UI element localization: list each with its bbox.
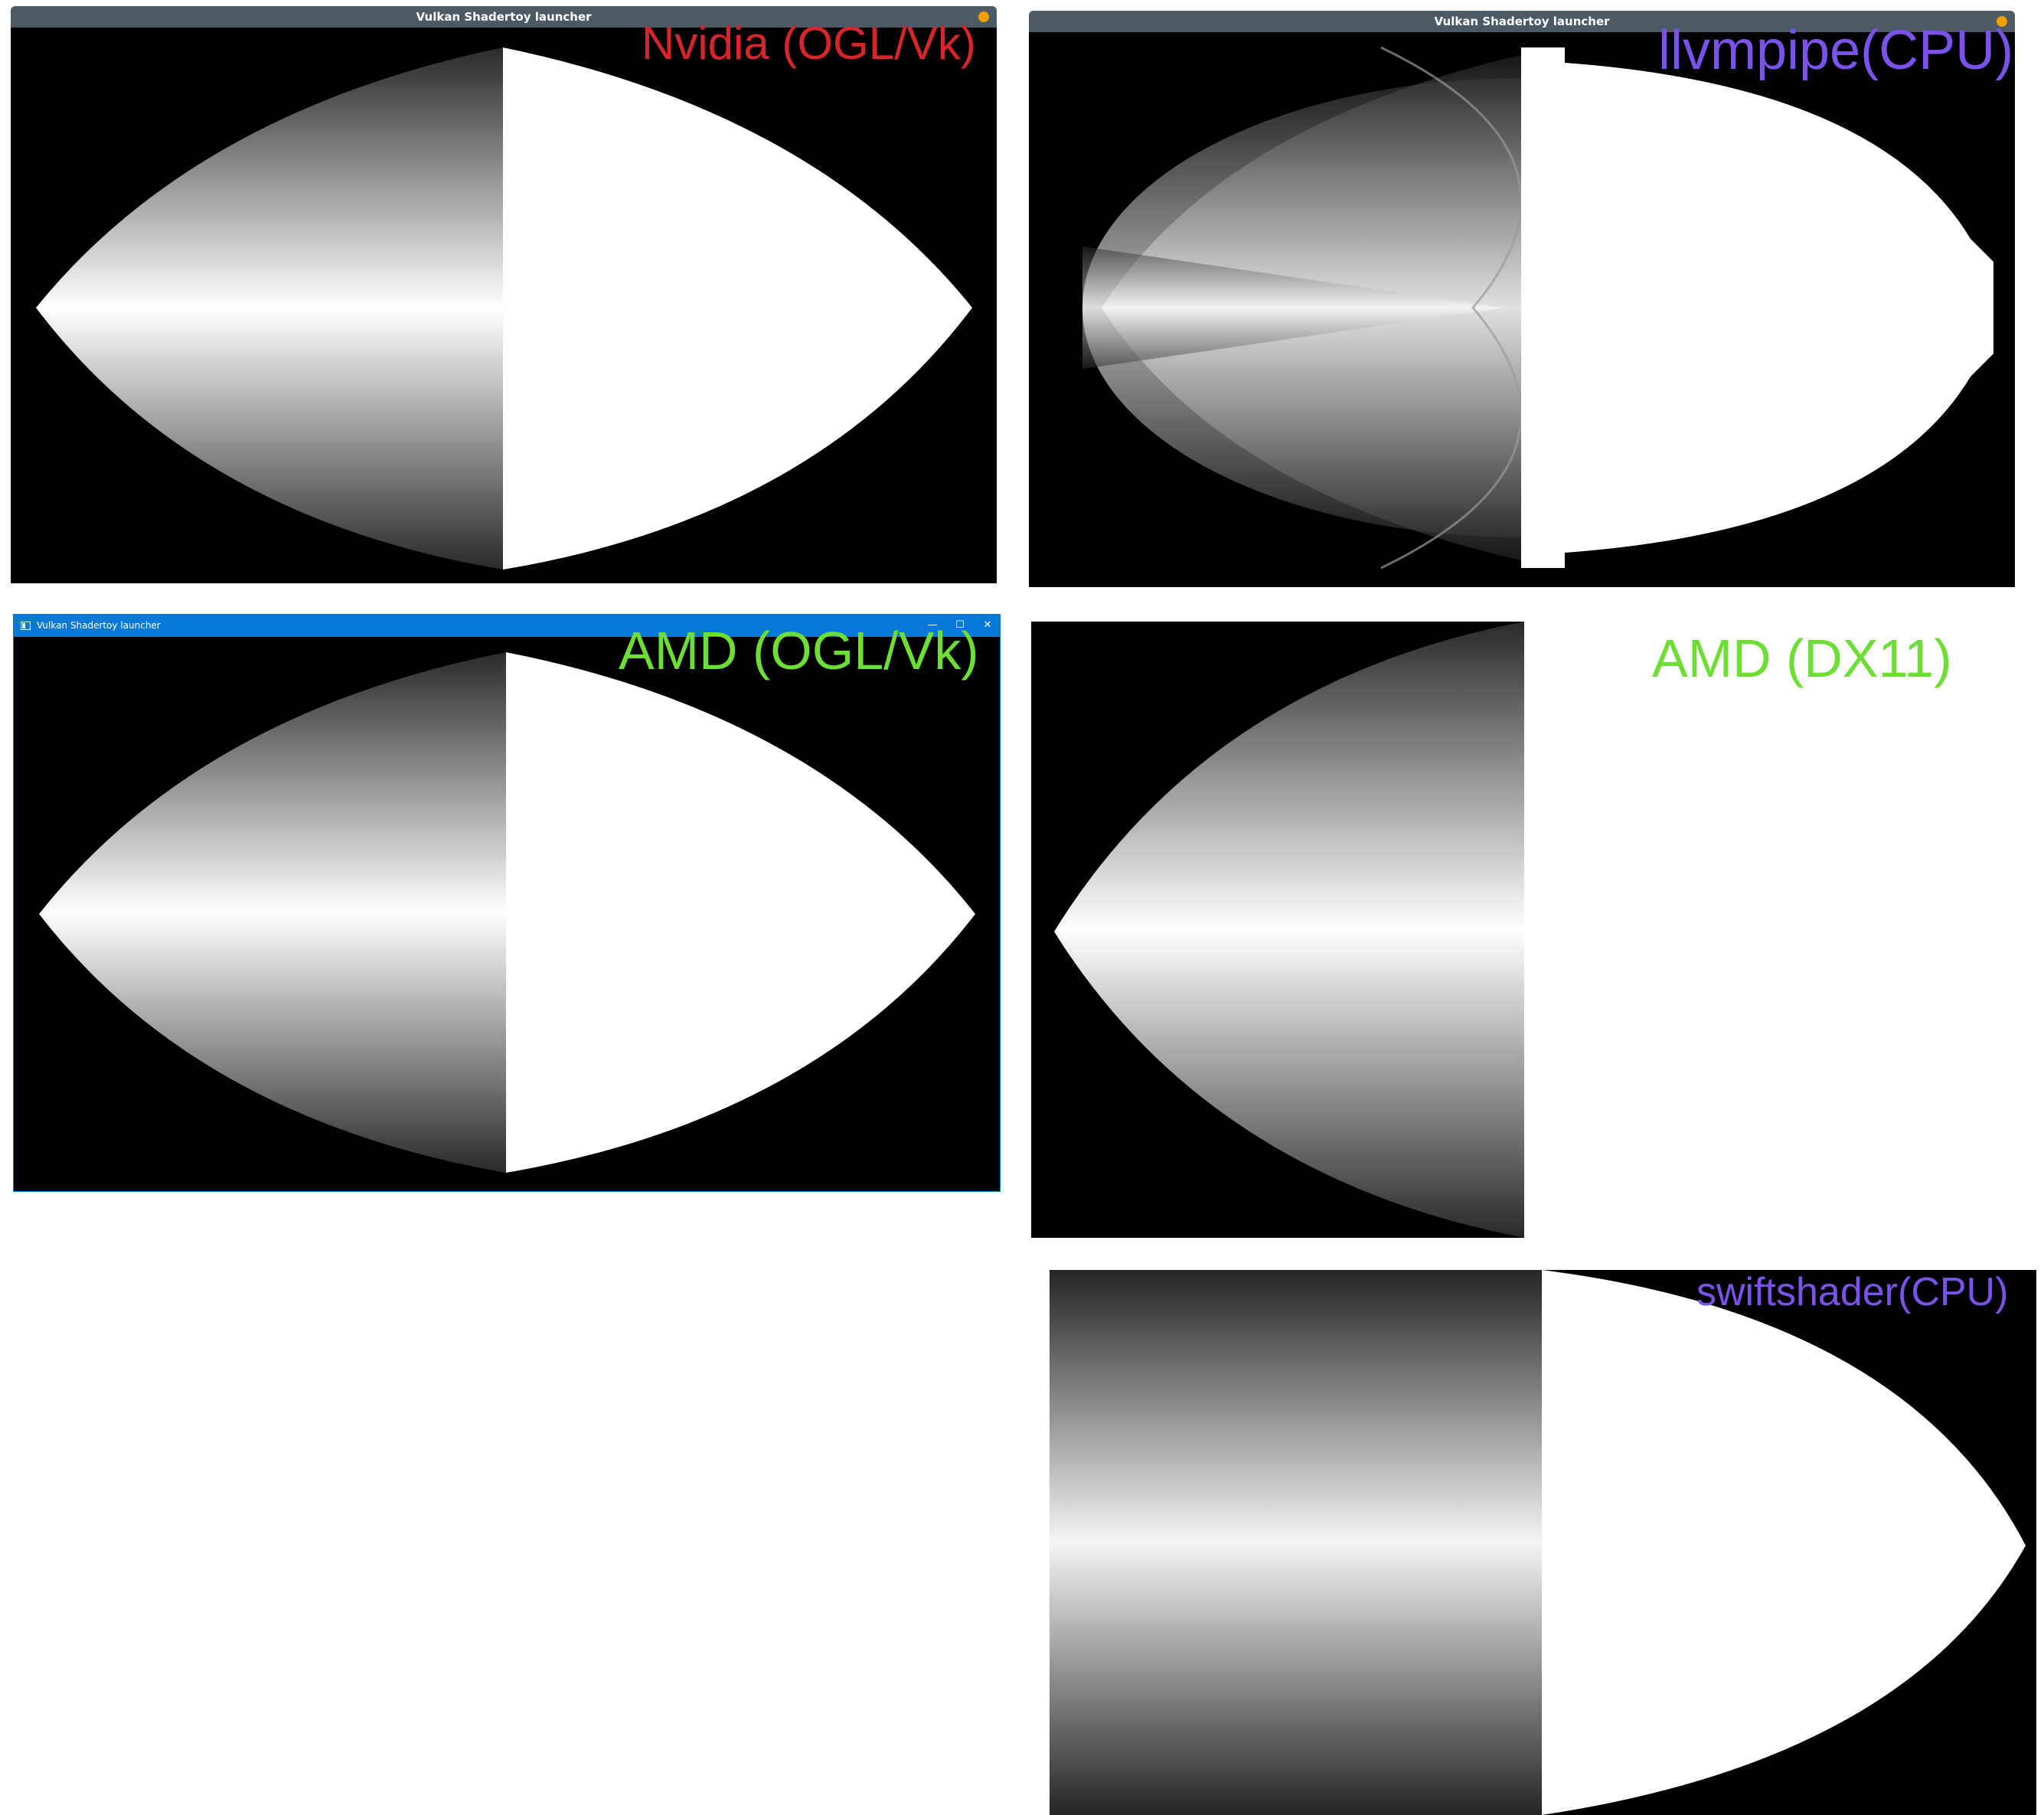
minimize-icon[interactable]: —	[927, 619, 938, 631]
label-swiftshader: swiftshader(CPU)	[1696, 1270, 2009, 1314]
close-dot-icon[interactable]	[978, 11, 989, 22]
maximize-icon[interactable]: ☐	[955, 619, 965, 631]
window-titlebar[interactable]: Vulkan Shadertoy launcher	[1029, 11, 2015, 32]
window-titlebar[interactable]: Vulkan Shadertoy launcher — ☐ ✕	[14, 615, 1000, 637]
shader-render	[1050, 1270, 2036, 1815]
close-dot-icon[interactable]	[1997, 16, 2007, 27]
amd-dx11-render	[1031, 622, 1524, 1238]
shader-render	[11, 28, 997, 583]
amd-ogl-window: Vulkan Shadertoy launcher — ☐ ✕	[13, 614, 1001, 1192]
llvmpipe-window: Vulkan Shadertoy launcher	[1029, 11, 2015, 587]
nvidia-window: Vulkan Shadertoy launcher	[11, 6, 997, 583]
window-title: Vulkan Shadertoy launcher	[1434, 15, 1610, 28]
shader-render	[1029, 32, 2015, 587]
window-title: Vulkan Shadertoy launcher	[416, 10, 592, 24]
label-llvmpipe: llvmpipe(CPU)	[1658, 20, 2014, 81]
app-icon	[21, 622, 31, 630]
close-icon[interactable]: ✕	[983, 619, 992, 631]
label-nvidia: Nvidia (OGL/Vk)	[642, 18, 976, 69]
shader-render	[1031, 622, 1524, 1238]
label-amd-dx11: AMD (DX11)	[1652, 628, 1952, 688]
window-titlebar[interactable]: Vulkan Shadertoy launcher	[11, 6, 997, 28]
label-amd-ogl: AMD (OGL/Vk)	[619, 621, 979, 681]
swiftshader-render	[1050, 1270, 2036, 1815]
window-title: Vulkan Shadertoy launcher	[37, 620, 161, 631]
shader-render	[14, 637, 1000, 1191]
